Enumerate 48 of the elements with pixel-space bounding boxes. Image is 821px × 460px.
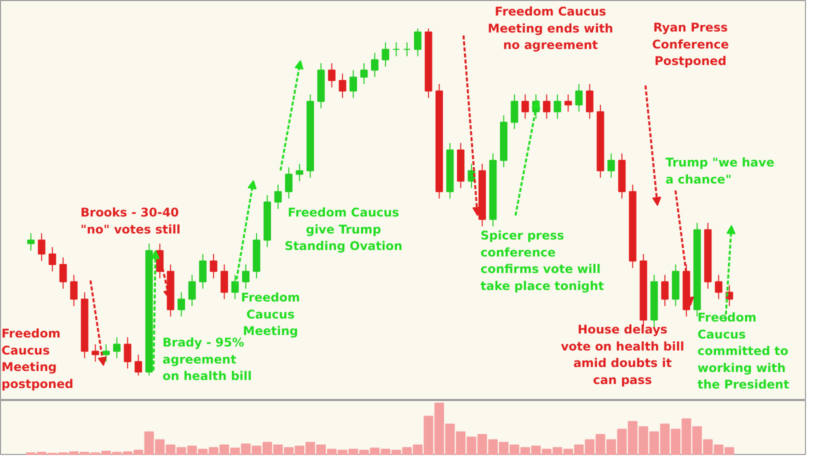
- candlestick: [199, 254, 207, 290]
- candlestick: [59, 257, 67, 290]
- candlestick: [371, 52, 378, 78]
- candlestick: [382, 42, 390, 68]
- candlestick: [542, 94, 550, 120]
- candlestick: [714, 274, 722, 300]
- candlestick: [274, 184, 282, 210]
- candlestick: [607, 152, 615, 178]
- candlestick: [102, 344, 110, 362]
- candlestick: [113, 336, 121, 359]
- candlestick: [521, 94, 529, 120]
- annotation: Brady - 95% agreement on health bill: [162, 336, 252, 384]
- candlestick: [414, 28, 422, 57]
- annotation: Spicer press conference confirms vote will take place tonight: [480, 228, 604, 293]
- candlestick: [285, 166, 293, 200]
- candlestick: [70, 274, 78, 307]
- candlestick: [188, 274, 196, 307]
- candlestick: [220, 264, 228, 300]
- candlestick: [554, 94, 562, 120]
- candlestick: [296, 163, 304, 182]
- candlestick: [510, 94, 518, 130]
- annotation: Trump "we have a chance": [666, 156, 774, 186]
- annotation: Freedom Caucus Meeting: [241, 290, 300, 338]
- annotation: Freedom Caucus give Trump Standing Ovation: [284, 206, 402, 254]
- candlestick: [586, 84, 594, 120]
- annotation: Freedom Caucus Meeting ends with no agreement: [488, 4, 614, 52]
- candlestick: [210, 254, 218, 279]
- candlestick: [661, 274, 669, 307]
- candlestick: [338, 73, 346, 98]
- candlestick: [350, 70, 357, 98]
- candlestick: [124, 336, 132, 370]
- candlestick: [134, 354, 142, 376]
- candlestick: [328, 62, 336, 88]
- candlestick: [178, 292, 186, 318]
- candlestick: [403, 42, 411, 57]
- annotation: Freedom Caucus Meeting postponed: [2, 326, 74, 391]
- annotation: Brooks - 30-40 "no" votes still: [80, 206, 180, 236]
- candlestick: [392, 42, 400, 57]
- annotation: Ryan Press Conference Postponed: [652, 20, 729, 68]
- annotation: House delays vote on health bill amid doubts it can pass: [560, 322, 684, 387]
- candlestick: [48, 246, 56, 272]
- candlestick: [27, 232, 35, 252]
- candlestick: [575, 84, 583, 112]
- candlestick: [38, 232, 46, 262]
- candlestick: [564, 94, 572, 112]
- candlestick: [360, 62, 368, 85]
- candlestick: [242, 264, 250, 290]
- annotation: Freedom Caucus committed to working with the President: [698, 310, 790, 392]
